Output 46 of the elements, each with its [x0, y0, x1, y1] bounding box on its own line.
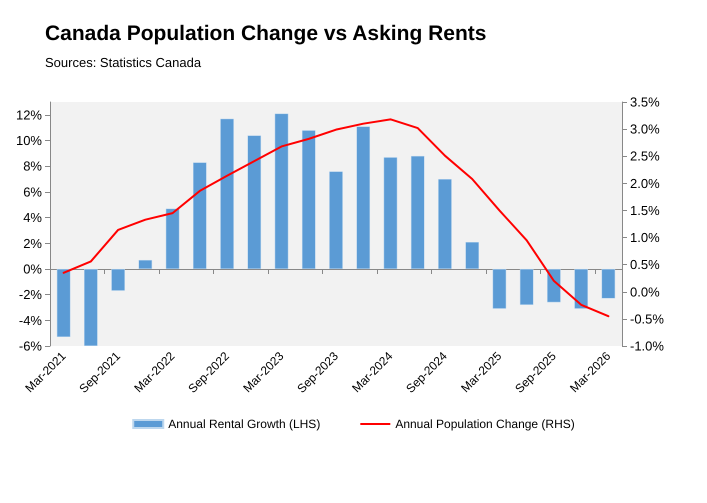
- y-tick-label: 0%: [23, 261, 42, 276]
- y2-tick-label: 0.5%: [630, 257, 660, 272]
- y-tick-label: -6%: [18, 338, 42, 354]
- bar: [410, 156, 425, 269]
- legend-label: Annual Rental Growth (LHS): [168, 417, 320, 431]
- bar: [274, 114, 288, 269]
- y-tick-label: 4%: [23, 210, 42, 226]
- bar: [438, 179, 452, 269]
- bar: [193, 162, 207, 269]
- bar: [56, 268, 70, 338]
- bar: [166, 208, 180, 269]
- bar: [247, 135, 262, 269]
- y-tick-label: 12%: [16, 107, 42, 122]
- y-tick-label: 2%: [23, 236, 42, 251]
- line-series: [62, 118, 610, 318]
- y-tick-label: -2%: [18, 287, 42, 302]
- bar: [602, 268, 616, 298]
- y2-tick-label: 0.0%: [630, 284, 660, 300]
- bar: [302, 130, 316, 269]
- y-tick-label: 6%: [23, 184, 42, 200]
- y2-tick-label: 2.5%: [630, 148, 660, 164]
- bar: [138, 260, 152, 269]
- chart-title: Canada Population Change vs Asking Rents: [45, 22, 486, 45]
- y2-tick-label: 1.0%: [630, 230, 660, 246]
- bar: [547, 268, 561, 302]
- bar: [384, 157, 398, 269]
- y-tick-label: 8%: [23, 158, 42, 174]
- bar: [465, 242, 479, 269]
- y2-tick-label: 3.0%: [630, 122, 660, 137]
- bar: [492, 268, 506, 309]
- bar: [329, 171, 343, 269]
- y-tick-label: -4%: [18, 312, 42, 328]
- bar: [574, 268, 588, 309]
- bar: [520, 268, 534, 305]
- y2-tick-label: 2.0%: [630, 176, 660, 191]
- bar: [84, 268, 98, 346]
- bar: [356, 126, 370, 269]
- y2-tick-label: -0.5%: [630, 311, 664, 326]
- y-tick-label: 10%: [16, 133, 42, 148]
- y2-tick-label: -1.0%: [630, 338, 664, 354]
- chart-subtitle: Sources: Statistics Canada: [45, 55, 202, 70]
- bar: [220, 118, 234, 269]
- y2-tick-label: 1.5%: [630, 202, 660, 218]
- legend-label: Annual Population Change (RHS): [395, 417, 575, 431]
- bar: [111, 268, 125, 291]
- y2-tick-label: 3.5%: [630, 94, 660, 110]
